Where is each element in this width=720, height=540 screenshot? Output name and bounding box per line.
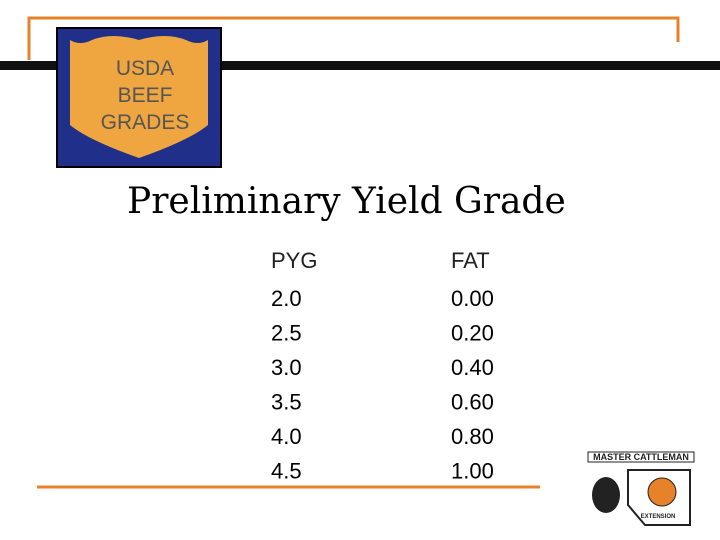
title: Preliminary Yield Grade: [127, 181, 566, 222]
table-header: PYG: [271, 248, 317, 273]
table-cell: 0.60: [451, 390, 494, 415]
table-header: FAT: [451, 248, 490, 273]
table: PYG FAT 2.0 0.00 2.5 0.20 3.0 0.40 3.5 0.60 4.0 0.8…: [271, 248, 494, 484]
badge-shield: [70, 36, 208, 158]
logo-seal: [647, 477, 677, 507]
logo: Master Cattleman Extension: [587, 451, 695, 526]
badge-line: GRADES: [101, 111, 190, 134]
table-cell: 4.5: [271, 459, 302, 484]
table-cell: 3.5: [271, 390, 302, 415]
logo-state: [627, 469, 691, 526]
badge-line: BEEF: [118, 84, 173, 107]
table-cell: 4.0: [271, 424, 302, 449]
table-cell: 2.0: [271, 286, 302, 311]
logo-banner: [587, 451, 695, 463]
table-cell: 0.20: [451, 321, 494, 346]
logo-sub: Extension: [641, 514, 676, 520]
table-cell: 0.40: [451, 355, 494, 380]
header-bar: [0, 61, 720, 70]
table-cell: 0.00: [451, 286, 494, 311]
logo-name: Master Cattleman: [593, 452, 689, 462]
table-cell: 3.0: [271, 355, 302, 380]
table-cell: 2.5: [271, 321, 302, 346]
logo-steer: [592, 477, 620, 513]
frame-line: [27, 16, 680, 60]
badge-line: USDA: [116, 57, 174, 80]
table-cell: 0.80: [451, 424, 494, 449]
table-cell: 1.00: [451, 459, 494, 484]
